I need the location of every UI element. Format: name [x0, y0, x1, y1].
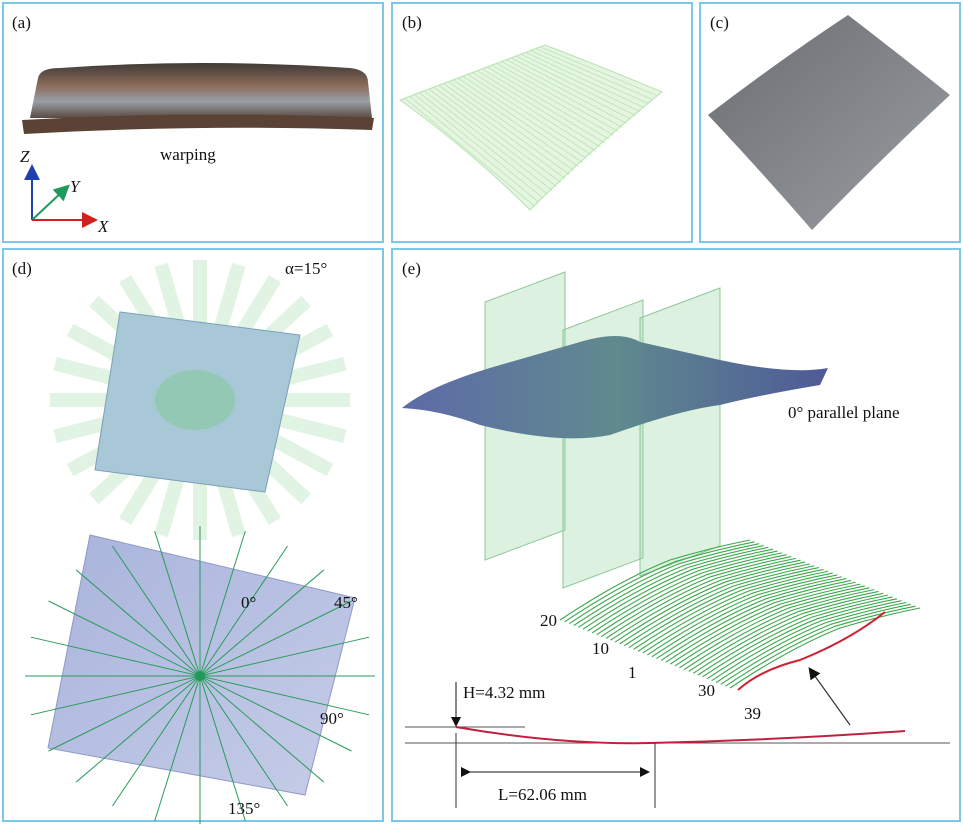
panel-label: (d)	[12, 259, 32, 278]
axis-label: Y	[70, 177, 81, 196]
direction-label: 135°	[228, 799, 260, 818]
panel-label: (c)	[710, 13, 729, 32]
line-number: 39	[744, 704, 761, 723]
center	[195, 671, 205, 681]
angle-step: α=15°	[285, 259, 327, 278]
panel-label: (b)	[402, 13, 422, 32]
direction-label: 0°	[241, 593, 256, 612]
line-number: 10	[592, 639, 609, 658]
axis-label: X	[97, 217, 109, 236]
gray-surface	[708, 15, 950, 230]
plane-label: 0° parallel plane	[788, 403, 900, 422]
specimen	[22, 63, 374, 134]
center-mark	[155, 370, 235, 430]
direction-label: 45°	[334, 593, 358, 612]
direction-label: 90°	[320, 709, 344, 728]
line-number: 1	[628, 663, 637, 682]
line-number: 20	[540, 611, 557, 630]
panel-label: (e)	[402, 259, 421, 278]
surface	[402, 336, 828, 438]
axis-label: Z	[20, 147, 30, 166]
height-label: H=4.32 mm	[463, 683, 545, 702]
caption: warping	[160, 145, 216, 164]
surface	[48, 535, 355, 795]
line-number: 30	[698, 681, 715, 700]
figure: (a) warping Z Y X (b) (c) (d) α=15° 0° 4…	[0, 0, 963, 824]
length-label: L=62.06 mm	[498, 785, 587, 804]
green-mesh	[400, 45, 662, 210]
pointer	[812, 672, 850, 725]
axes-icon	[32, 172, 90, 220]
profile-curve	[456, 727, 905, 743]
panel-label: (a)	[12, 13, 31, 32]
